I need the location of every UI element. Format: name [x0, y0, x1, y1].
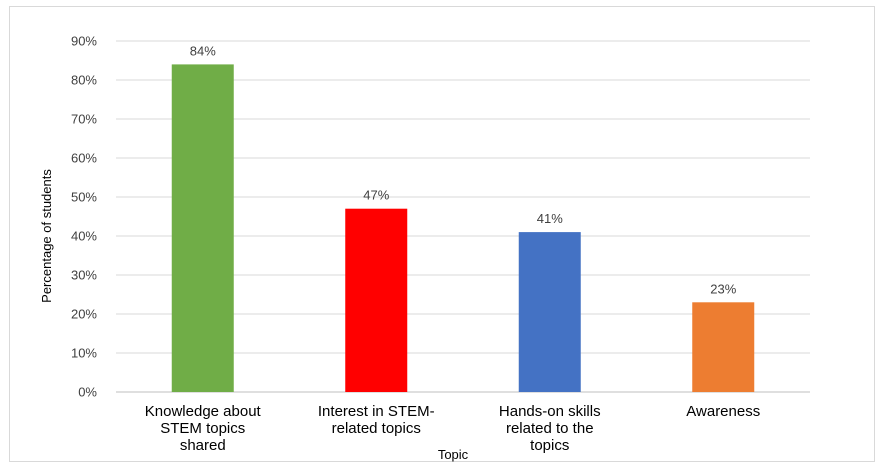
x-tick-label: Interest in STEM-related topics — [318, 403, 435, 437]
x-axis-title: Topic — [438, 447, 469, 462]
data-labels: 84% 47% 41% 23% — [190, 43, 737, 296]
data-label: 23% — [710, 281, 736, 296]
x-tick-label: Hands-on skills related to the topics — [499, 403, 601, 454]
y-tick-label: 20% — [71, 307, 97, 322]
category-labels: Knowledge about STEM topics shared Interest… — [145, 403, 760, 454]
bar — [692, 302, 755, 392]
x-tick-label: Knowledge about STEM topics shared — [145, 403, 262, 454]
data-label: 84% — [190, 43, 216, 58]
bars — [171, 64, 755, 393]
x-tick-label: Awareness — [686, 403, 760, 420]
y-tick-label: 90% — [71, 34, 97, 49]
y-tick-label: 80% — [71, 73, 97, 88]
y-tick-labels: 0% 10% 20% 30% 40% 50% 60% 70% 80% 90% — [71, 34, 97, 400]
data-label: 47% — [363, 188, 389, 203]
y-tick-label: 10% — [71, 346, 97, 361]
y-tick-label: 50% — [71, 190, 97, 205]
bar — [171, 64, 234, 393]
y-tick-label: 60% — [71, 151, 97, 166]
y-tick-label: 70% — [71, 112, 97, 127]
y-axis-title: Percentage of students — [39, 169, 54, 303]
data-label: 41% — [537, 211, 563, 226]
bar — [518, 232, 581, 392]
y-tick-label: 40% — [71, 229, 97, 244]
chart-frame — [9, 6, 875, 462]
bar — [345, 208, 408, 392]
y-tick-label: 30% — [71, 268, 97, 283]
y-tick-label: 0% — [78, 385, 97, 400]
